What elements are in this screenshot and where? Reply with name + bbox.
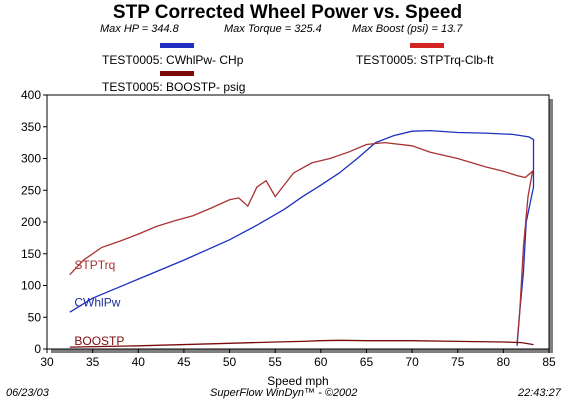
y-tick-label: 350 <box>21 120 41 134</box>
legend-swatch-stptrq <box>410 43 444 48</box>
chart-title: STP Corrected Wheel Power vs. Speed <box>112 2 463 23</box>
series-line-stptrq <box>69 141 534 343</box>
max-hp-text: Max HP = 344.8 <box>100 23 179 35</box>
x-tick-label: 30 <box>40 355 54 369</box>
y-tick-label: 200 <box>21 215 41 229</box>
y-tick-label: 0 <box>34 342 41 356</box>
series-line-cwhlpw <box>69 129 535 346</box>
legend-swatch-cwhlpw <box>160 43 194 48</box>
plot-area <box>46 94 550 350</box>
legend-label-boostp: TEST0005: BOOSTP- psig <box>102 80 246 94</box>
series-line-boostp <box>69 339 534 348</box>
series-label-cwhlpw: CWhlPw <box>74 295 120 309</box>
y-tick-label: 400 <box>21 88 41 102</box>
y-tick-label: 250 <box>21 183 41 197</box>
y-tick-label: 300 <box>21 152 41 166</box>
x-tick-label: 80 <box>497 355 511 369</box>
y-tick-label: 100 <box>21 279 41 293</box>
legend-label-stptrq: TEST0005: STPTrq-Clb-ft <box>356 53 494 67</box>
legend-swatch-boostp <box>160 71 194 76</box>
y-tick-label: 50 <box>28 310 42 324</box>
y-tick-label: 150 <box>21 247 41 261</box>
x-tick-label: 70 <box>405 355 419 369</box>
x-tick-label: 40 <box>132 355 146 369</box>
x-axis-label: Speed mph <box>267 374 328 388</box>
max-torque-text: Max Torque = 325.4 <box>224 23 322 35</box>
x-tick-label: 65 <box>360 355 374 369</box>
series-label-boostp: BOOSTP <box>74 334 124 348</box>
x-tick-label: 50 <box>223 355 237 369</box>
x-tick-label: 75 <box>451 355 465 369</box>
legend-label-cwhlpw: TEST0005: CWhlPw- CHp <box>102 53 244 67</box>
x-tick-label: 35 <box>86 355 100 369</box>
series-label-stptrq: STPTrq <box>74 258 115 272</box>
x-tick-label: 85 <box>542 355 556 369</box>
footer-software: SuperFlow WinDyn™ - ©2002 <box>210 387 358 399</box>
x-tick-label: 45 <box>177 355 191 369</box>
footer-time: 22:43:27 <box>518 387 561 399</box>
max-boost-text: Max Boost (psi) = 13.7 <box>352 23 463 35</box>
footer-date: 06/23/03 <box>6 387 49 399</box>
x-tick-label: 60 <box>314 355 328 369</box>
x-tick-label: 55 <box>269 355 283 369</box>
